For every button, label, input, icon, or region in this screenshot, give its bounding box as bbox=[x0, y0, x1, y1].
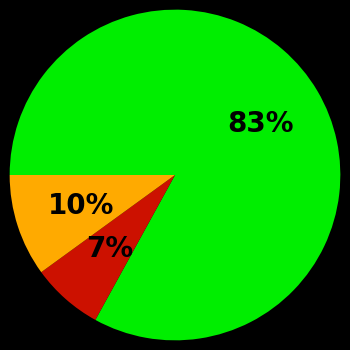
Text: 7%: 7% bbox=[86, 236, 133, 264]
Wedge shape bbox=[41, 175, 175, 320]
Wedge shape bbox=[10, 175, 175, 272]
Wedge shape bbox=[10, 10, 340, 340]
Text: 83%: 83% bbox=[227, 111, 294, 139]
Text: 10%: 10% bbox=[48, 192, 114, 220]
